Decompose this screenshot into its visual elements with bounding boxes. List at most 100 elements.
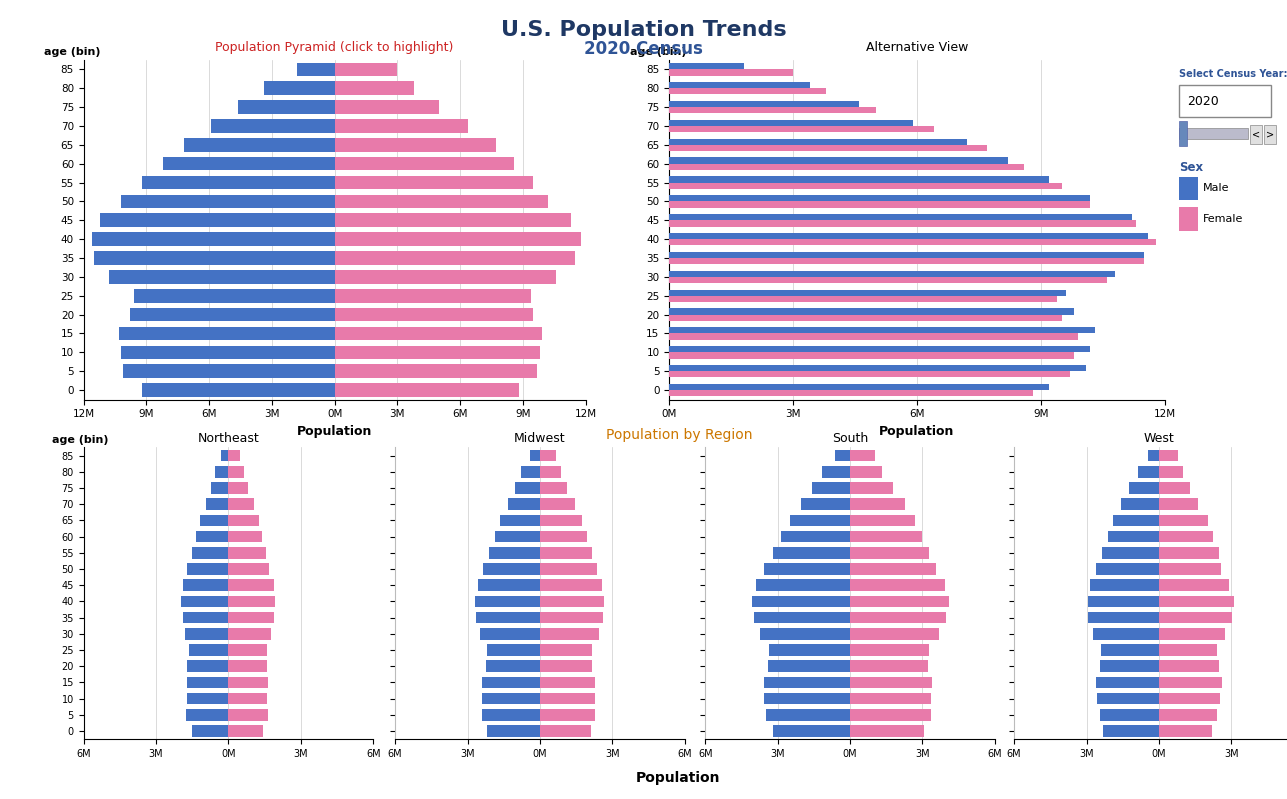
Bar (669, 346, 1090, 352)
Bar (188, 693, 229, 705)
Bar (1160, 644, 1218, 656)
Bar (211, 119, 335, 133)
Bar (1093, 628, 1160, 639)
Bar (187, 677, 229, 688)
Bar (1100, 709, 1160, 721)
Bar (759, 628, 849, 639)
Bar (541, 466, 561, 478)
Bar (669, 63, 744, 70)
Bar (1250, 125, 1263, 145)
Bar (229, 563, 269, 574)
Bar (335, 138, 495, 152)
Bar (541, 595, 604, 607)
Bar (229, 660, 268, 672)
Bar (489, 547, 541, 559)
Bar (183, 579, 229, 591)
Bar (669, 328, 1094, 333)
Bar (669, 289, 1066, 296)
Bar (229, 450, 241, 461)
Text: <: < (1252, 129, 1260, 140)
Bar (541, 660, 592, 672)
Bar (781, 531, 849, 543)
Bar (849, 579, 945, 591)
Bar (183, 612, 229, 623)
Bar (335, 81, 414, 95)
Bar (264, 81, 335, 95)
Bar (541, 563, 597, 574)
Bar (335, 157, 515, 170)
Bar (1095, 677, 1160, 688)
Text: age (bin): age (bin) (51, 435, 108, 444)
Bar (483, 563, 541, 574)
Text: West: West (1144, 431, 1174, 444)
Bar (335, 213, 571, 227)
Bar (669, 195, 1090, 201)
Text: >: > (1266, 129, 1274, 140)
Bar (790, 515, 849, 527)
Bar (812, 482, 849, 494)
Bar (849, 709, 931, 721)
Bar (163, 157, 335, 170)
Bar (187, 709, 229, 721)
Bar (1090, 579, 1160, 591)
Bar (1160, 450, 1179, 461)
Bar (335, 364, 538, 378)
Bar (483, 709, 541, 721)
Bar (501, 515, 541, 527)
Bar (755, 579, 849, 591)
Bar (835, 450, 849, 461)
Bar (1179, 85, 1270, 117)
Bar (485, 660, 541, 672)
Bar (229, 482, 248, 494)
Bar (669, 120, 912, 126)
Bar (515, 482, 541, 494)
Bar (669, 271, 1115, 277)
Bar (483, 693, 541, 705)
Bar (494, 531, 541, 543)
Bar (229, 515, 259, 527)
Bar (669, 214, 1131, 221)
Bar (1089, 595, 1160, 607)
Bar (335, 345, 539, 359)
Bar (1088, 612, 1160, 623)
Bar (134, 289, 335, 303)
Text: Female: Female (1203, 214, 1243, 224)
Bar (229, 693, 268, 705)
Bar (229, 595, 275, 607)
Text: Sex: Sex (1179, 161, 1203, 173)
Bar (753, 595, 849, 607)
Bar (669, 182, 1062, 189)
Bar (1160, 579, 1229, 591)
Bar (1103, 725, 1160, 737)
Bar (763, 677, 849, 688)
Bar (669, 277, 1107, 283)
Bar (530, 450, 541, 461)
Bar (184, 138, 335, 152)
Bar (476, 612, 541, 623)
Bar (297, 62, 335, 76)
Bar (1160, 595, 1234, 607)
Text: Select Census Year:: Select Census Year: (1179, 69, 1287, 79)
Bar (768, 660, 849, 672)
Bar (849, 531, 921, 543)
Bar (486, 725, 541, 737)
Bar (541, 482, 568, 494)
Bar (541, 693, 595, 705)
Bar (201, 515, 229, 527)
Bar (764, 693, 849, 705)
Bar (335, 176, 533, 189)
Bar (335, 384, 519, 397)
Bar (120, 327, 335, 340)
Bar (849, 563, 936, 574)
Bar (1160, 660, 1219, 672)
Bar (229, 628, 270, 639)
Text: Midwest: Midwest (514, 431, 566, 444)
Bar (229, 644, 266, 656)
Bar (335, 327, 542, 340)
Bar (229, 612, 274, 623)
Bar (483, 677, 541, 688)
Bar (669, 233, 1148, 239)
Bar (480, 628, 541, 639)
Bar (1160, 547, 1219, 559)
Bar (477, 579, 541, 591)
